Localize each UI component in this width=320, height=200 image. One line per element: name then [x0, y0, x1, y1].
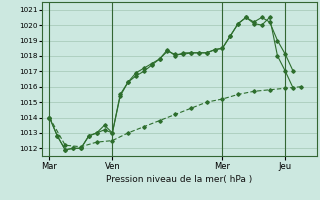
X-axis label: Pression niveau de la mer( hPa ): Pression niveau de la mer( hPa ): [106, 175, 252, 184]
